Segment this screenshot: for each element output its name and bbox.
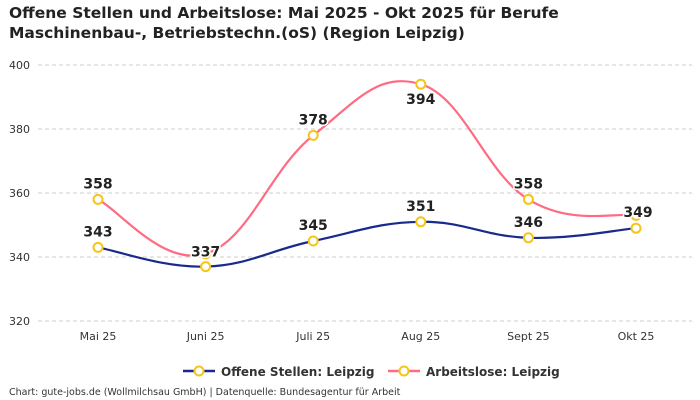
data-point bbox=[415, 216, 427, 228]
data-label: 378 bbox=[299, 112, 328, 128]
data-point bbox=[630, 222, 642, 234]
data-point bbox=[92, 193, 104, 205]
series-line bbox=[97, 220, 637, 268]
data-point bbox=[630, 209, 642, 221]
y-tick-label: 340 bbox=[9, 251, 30, 264]
y-tick-label: 360 bbox=[9, 187, 30, 200]
x-tick-label: Sept 25 bbox=[507, 330, 550, 343]
data-point bbox=[200, 248, 212, 260]
data-point bbox=[307, 129, 319, 141]
x-tick-label: Okt 25 bbox=[618, 330, 655, 343]
data-label: 343 bbox=[83, 224, 112, 240]
legend-marker bbox=[193, 365, 205, 377]
data-label: 358 bbox=[83, 176, 112, 192]
data-label: 394 bbox=[406, 92, 435, 108]
data-label: 351 bbox=[406, 199, 435, 215]
data-point bbox=[200, 261, 212, 273]
chart-title: Offene Stellen und Arbeitslose: Mai 2025… bbox=[9, 4, 559, 42]
data-label: 346 bbox=[514, 215, 543, 231]
chart-footer: Chart: gute-jobs.de (Wollmilchsau GmbH) … bbox=[9, 387, 401, 398]
series-line bbox=[97, 80, 637, 257]
x-tick-label: Juni 25 bbox=[186, 330, 225, 343]
data-label: 345 bbox=[299, 218, 328, 234]
legend-label: Arbeitslose: Leipzig bbox=[426, 365, 560, 379]
x-tick-label: Mai 25 bbox=[80, 330, 117, 343]
data-label: 337 bbox=[191, 245, 220, 261]
y-tick-label: 400 bbox=[9, 59, 30, 72]
x-tick-label: Juli 25 bbox=[295, 330, 330, 343]
data-label: 358 bbox=[514, 176, 543, 192]
x-tick-label: Aug 25 bbox=[401, 330, 440, 343]
y-tick-label: 320 bbox=[9, 315, 30, 328]
legend-marker bbox=[398, 365, 410, 377]
legend-label: Offene Stellen: Leipzig bbox=[221, 365, 375, 379]
y-tick-label: 380 bbox=[9, 123, 30, 136]
data-point bbox=[522, 232, 534, 244]
line-chart: 320 340 360 380 400 Mai 25 Juni 25 Juli 25 Aug 2… bbox=[9, 59, 692, 379]
data-label: 349 bbox=[623, 205, 652, 221]
data-point bbox=[415, 78, 427, 90]
data-point bbox=[522, 193, 534, 205]
data-point bbox=[307, 235, 319, 247]
data-point bbox=[92, 241, 104, 253]
